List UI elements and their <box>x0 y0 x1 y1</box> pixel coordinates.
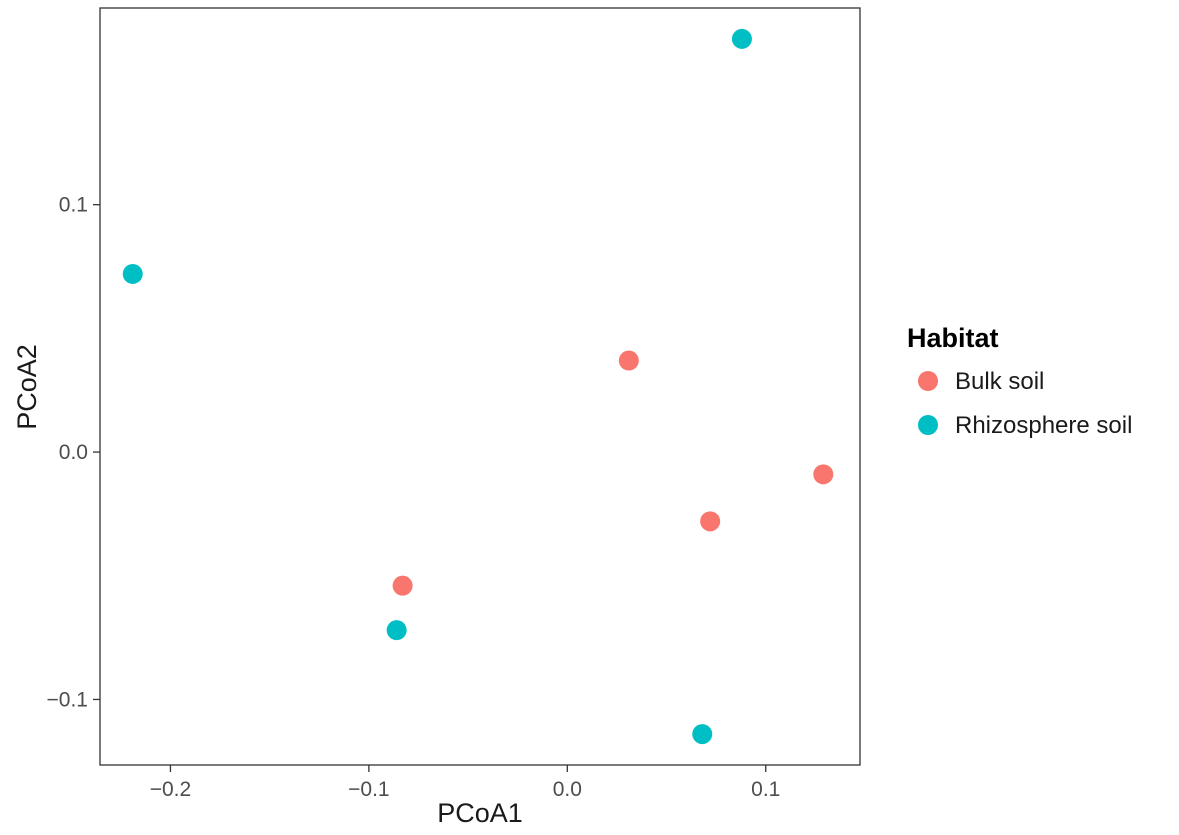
legend-key <box>918 371 938 391</box>
legend-label: Bulk soil <box>955 368 1044 395</box>
y-tick-label: 0.0 <box>59 441 88 464</box>
legend-key <box>918 415 938 435</box>
y-tick-label: −0.1 <box>47 688 88 711</box>
legend: Habitat Bulk soil Rhizosphere soil <box>907 323 1132 439</box>
y-axis: −0.1 0.0 0.1 <box>47 194 100 711</box>
x-tick-label: 0.0 <box>553 778 582 801</box>
data-point <box>392 575 413 596</box>
x-axis-title: PCoA1 <box>437 798 523 828</box>
data-point <box>692 724 713 745</box>
data-point <box>618 350 639 371</box>
x-tick-label: 0.1 <box>751 778 780 801</box>
y-axis-title: PCoA2 <box>12 344 42 430</box>
data-point <box>700 511 721 532</box>
data-point <box>731 28 752 49</box>
data-point <box>122 263 143 284</box>
data-points <box>122 28 834 745</box>
data-point <box>386 620 407 641</box>
x-tick-label: −0.2 <box>150 778 191 801</box>
legend-label: Rhizosphere soil <box>955 412 1132 439</box>
legend-title: Habitat <box>907 323 999 353</box>
x-tick-label: −0.1 <box>348 778 389 801</box>
plot-panel-border <box>99 7 861 766</box>
y-tick-label: 0.1 <box>59 194 88 217</box>
data-point <box>813 464 834 485</box>
x-axis: −0.2 −0.1 0.0 0.1 <box>150 765 780 801</box>
